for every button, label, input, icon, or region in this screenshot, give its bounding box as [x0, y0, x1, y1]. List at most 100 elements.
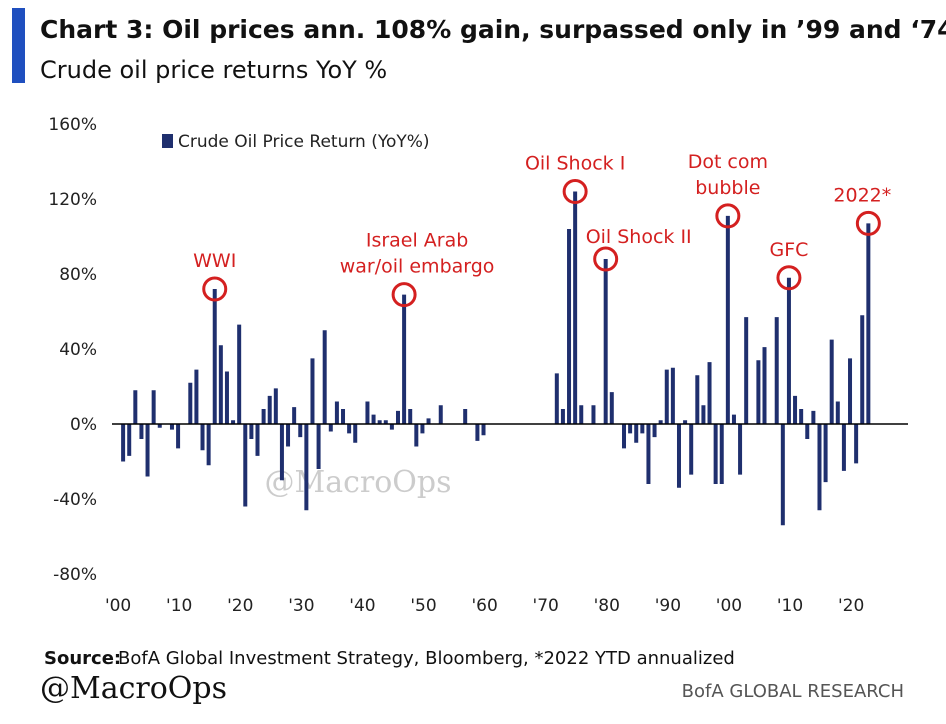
bar — [395, 410, 400, 424]
legend-label: Crude Oil Price Return (YoY%) — [178, 132, 430, 152]
bar — [786, 277, 791, 424]
bar — [713, 424, 718, 484]
y-tick-label: -40% — [53, 490, 97, 510]
annotation-label: Oil Shock I — [525, 153, 625, 175]
bar — [780, 424, 785, 526]
bar — [689, 424, 694, 475]
chart-subtitle: Crude oil price returns YoY % — [40, 56, 387, 84]
annotation-circle — [391, 282, 417, 308]
bar — [817, 424, 822, 511]
bar — [609, 392, 614, 424]
bar — [676, 424, 681, 488]
bar — [157, 424, 162, 428]
bar — [579, 405, 584, 424]
y-tick-label: 0% — [70, 415, 97, 435]
bar — [554, 373, 559, 424]
annotation-label: Oil Shock II — [586, 226, 692, 248]
bar — [200, 424, 205, 451]
bar — [328, 424, 333, 432]
bar — [646, 424, 651, 484]
bar — [316, 424, 321, 469]
x-tick-label: '10 — [166, 596, 192, 616]
annotation-circle — [715, 203, 741, 229]
bar — [670, 367, 675, 424]
x-tick-label: '30 — [288, 596, 314, 616]
bar — [255, 424, 260, 456]
annotation-label: GFC — [769, 239, 808, 261]
bar — [658, 420, 663, 424]
annotation-label: Israel Arab — [366, 230, 468, 252]
x-tick-label: '50 — [410, 596, 436, 616]
bar — [738, 424, 743, 475]
bar — [695, 375, 700, 424]
bar — [365, 401, 370, 424]
bar — [127, 424, 132, 456]
bar — [835, 401, 840, 424]
annotation-circle — [855, 210, 881, 236]
bar — [731, 414, 736, 424]
bar — [402, 294, 407, 424]
bar — [383, 420, 388, 424]
x-tick-label: '60 — [471, 596, 497, 616]
x-tick-label: '70 — [533, 596, 559, 616]
bar — [188, 382, 193, 424]
bar — [426, 418, 431, 424]
bar — [560, 409, 565, 424]
x-tick-label: '10 — [777, 596, 803, 616]
bar — [377, 420, 382, 424]
bar — [701, 405, 706, 424]
bar — [793, 395, 798, 424]
bar — [664, 369, 669, 424]
bar — [243, 424, 248, 507]
bar — [371, 414, 376, 424]
y-tick-label: 80% — [59, 265, 97, 285]
annotation-circle — [202, 276, 228, 302]
bar — [622, 424, 627, 449]
x-tick-label: '40 — [349, 596, 375, 616]
x-tick-label: '00 — [716, 596, 742, 616]
bar — [438, 405, 443, 424]
bar — [145, 424, 150, 477]
bar — [603, 259, 608, 424]
bar — [261, 409, 266, 424]
footer-research: BofA GLOBAL RESEARCH — [682, 681, 904, 702]
bar — [573, 191, 578, 424]
x-tick-label: '00 — [105, 596, 131, 616]
bar — [475, 424, 480, 441]
bar — [298, 424, 303, 438]
bar — [567, 229, 572, 424]
x-tick-label: '20 — [227, 596, 253, 616]
bar — [133, 390, 138, 424]
y-tick-label: 120% — [48, 190, 97, 210]
bar — [292, 407, 297, 424]
bar — [249, 424, 254, 439]
annotation-circle — [593, 246, 619, 272]
bar — [481, 424, 486, 436]
bar — [286, 424, 291, 447]
bar — [707, 362, 712, 424]
bar — [231, 420, 236, 424]
x-tick-label: '20 — [838, 596, 864, 616]
bar — [719, 424, 724, 484]
bar — [805, 424, 810, 439]
bar — [176, 424, 181, 449]
bar — [799, 409, 804, 424]
bar — [322, 330, 327, 424]
source-label: Source: — [44, 648, 121, 669]
bar — [212, 289, 217, 424]
bar — [194, 369, 199, 424]
bar — [237, 324, 242, 424]
annotation-label: Dot com — [688, 151, 768, 173]
chart-title: Chart 3: Oil prices ann. 108% gain, surp… — [40, 15, 946, 44]
bar — [811, 410, 816, 424]
bar — [389, 424, 394, 430]
bar — [341, 409, 346, 424]
bar — [854, 424, 859, 464]
annotation-label: WWI — [193, 250, 236, 272]
bar — [169, 424, 174, 430]
bar — [151, 390, 156, 424]
bar — [860, 315, 865, 424]
source-text: BofA Global Investment Strategy, Bloombe… — [118, 648, 735, 669]
bar — [640, 424, 645, 434]
